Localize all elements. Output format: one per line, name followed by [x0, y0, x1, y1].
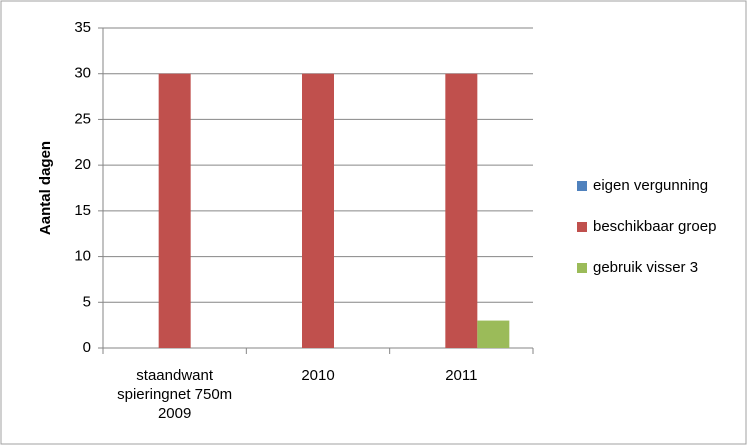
legend-label: eigen vergunning: [593, 177, 708, 194]
legend-swatch: [577, 222, 587, 232]
bar: [477, 320, 510, 348]
y-tick-label: 0: [83, 339, 91, 356]
y-tick-label: 30: [74, 65, 91, 82]
legend-swatch: [577, 263, 587, 273]
bar: [158, 73, 191, 348]
legend-label: beschikbaar groep: [593, 218, 716, 235]
legend-swatch: [577, 181, 587, 191]
x-tick-label: staandwant spieringnet 750m 2009: [117, 367, 233, 422]
bar: [302, 73, 334, 348]
x-tick-label: 2010: [301, 367, 335, 384]
x-tick-label: 2011: [445, 367, 478, 384]
y-tick-label: 15: [74, 202, 91, 219]
y-axis-label: Aantal dagen: [37, 141, 54, 235]
y-tick-label: 5: [83, 293, 91, 310]
bar: [445, 73, 478, 348]
legend-label: gebruik visser 3: [593, 259, 698, 276]
y-tick-label: 20: [74, 156, 91, 173]
y-tick-label: 35: [74, 19, 91, 36]
y-tick-label: 25: [74, 110, 91, 127]
y-tick-label: 10: [74, 248, 91, 265]
